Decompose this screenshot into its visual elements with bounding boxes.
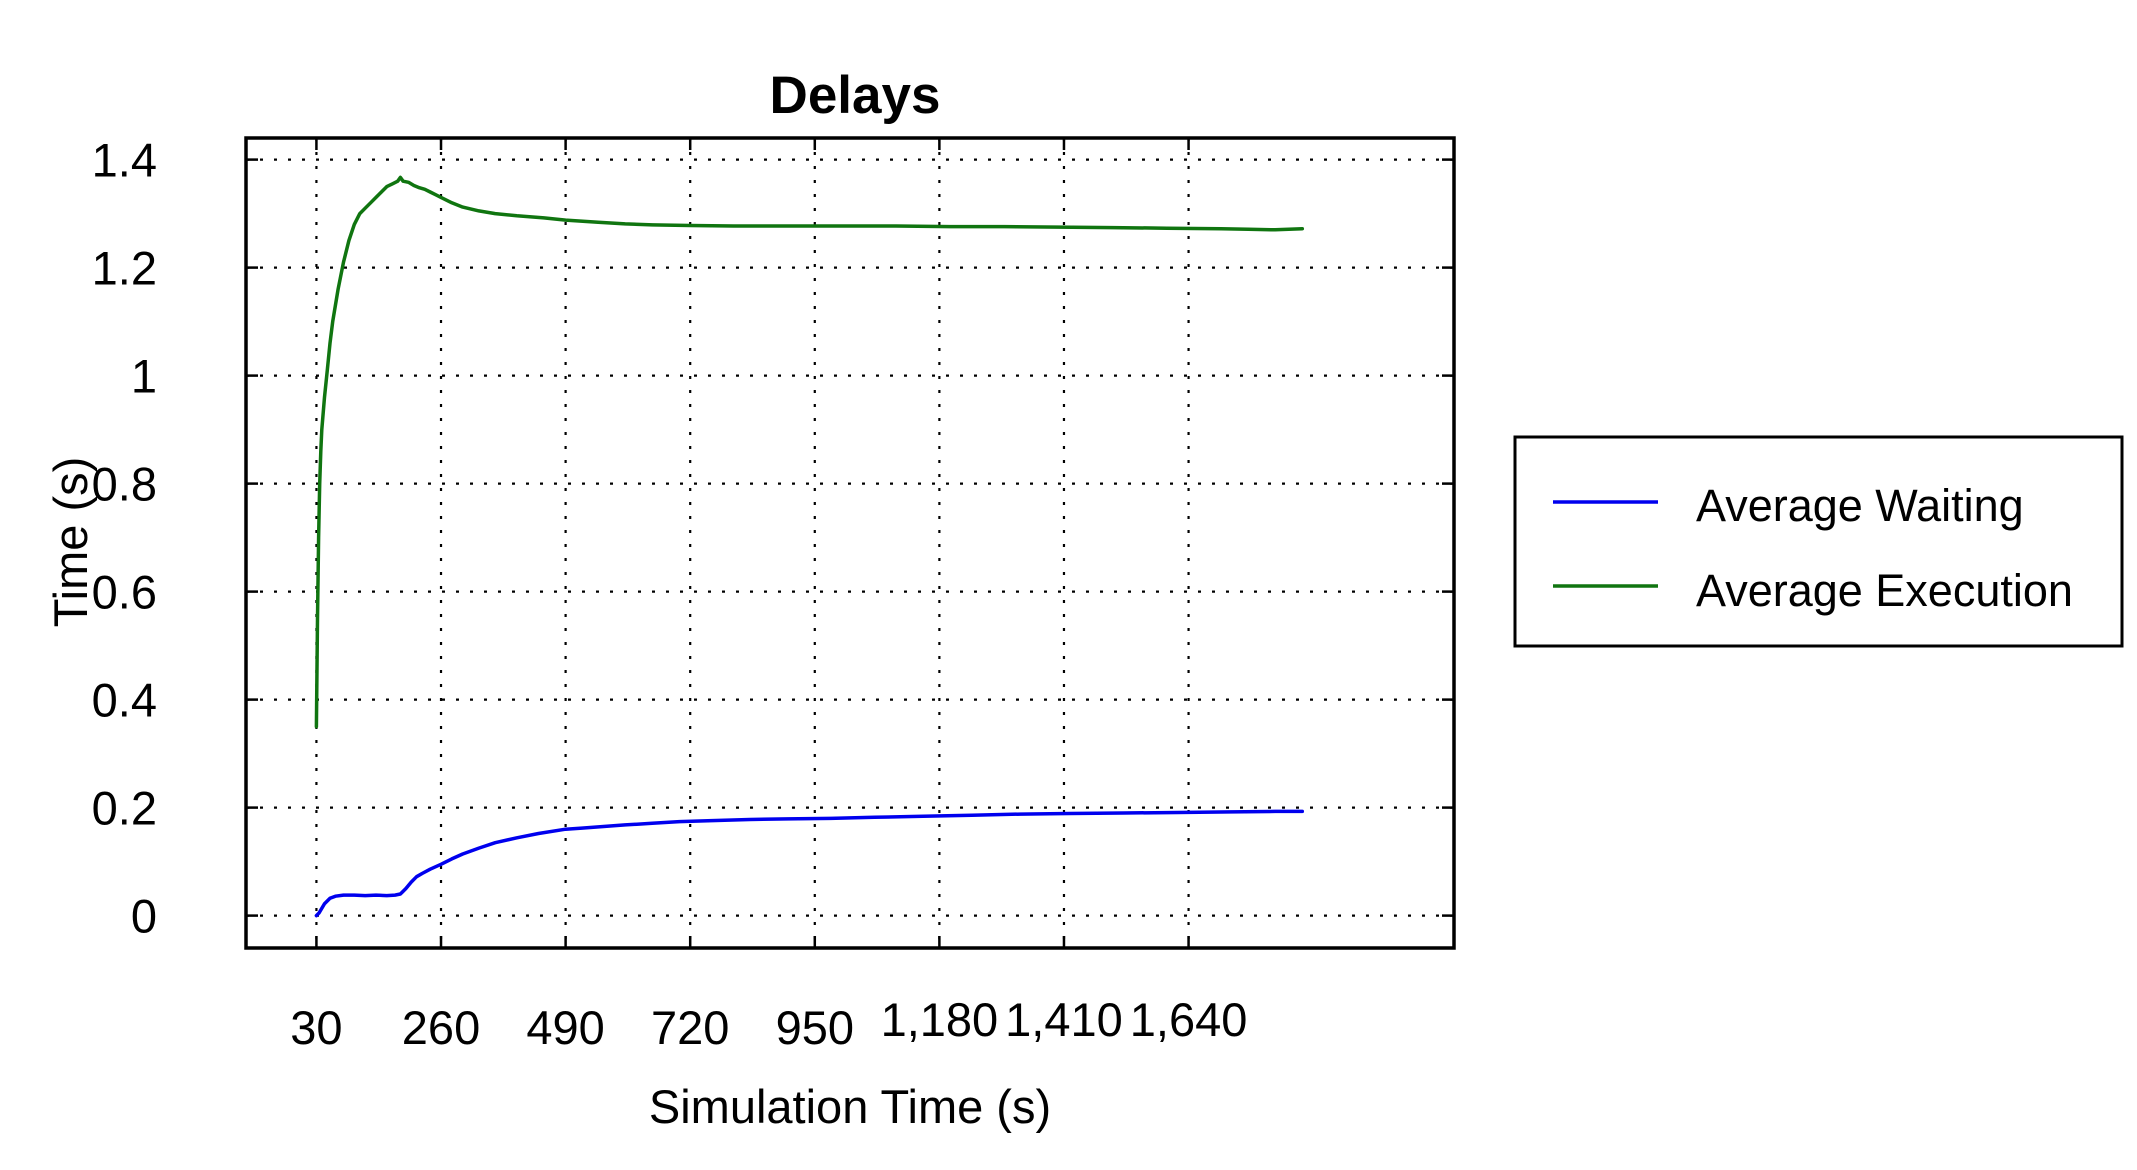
x-tick-label: 720 xyxy=(651,1001,729,1054)
axes: 30 260 490 720 950 1,180 1,410 1,640 0 0.2 0.4 0.6 0… xyxy=(92,134,1454,1054)
x-tick-label: 30 xyxy=(290,1001,342,1054)
x-tick-label: 260 xyxy=(402,1001,480,1054)
y-tick-label: 1.4 xyxy=(92,134,157,187)
series-layer xyxy=(314,175,1305,918)
series-line-average-execution xyxy=(314,175,1305,729)
series-line-average-waiting xyxy=(314,809,1305,918)
y-tick-label: 1.2 xyxy=(92,242,157,295)
y-tick-label: 0.6 xyxy=(92,566,157,619)
y-axis-label: Time (s) xyxy=(44,457,97,628)
x-axis-label: Simulation Time (s) xyxy=(649,1080,1051,1133)
y-tick-label: 1 xyxy=(131,350,157,403)
y-tick-label: 0.8 xyxy=(92,458,157,511)
x-tick-label: 950 xyxy=(776,1001,854,1054)
x-tick-label: 490 xyxy=(526,1001,604,1054)
y-tick-label: 0.2 xyxy=(92,782,157,835)
legend: Average Waiting Average Execution xyxy=(1513,435,2124,648)
x-tick-label: 1,180 xyxy=(881,993,999,1046)
legend-box xyxy=(1513,435,2124,648)
y-tick-label: 0.4 xyxy=(92,674,157,727)
plot-frame xyxy=(244,136,1456,950)
legend-label-average-waiting: Average Waiting xyxy=(1696,480,2024,531)
chart-title: Delays xyxy=(770,66,941,125)
x-tick-label: 1,410 xyxy=(1005,993,1123,1046)
y-tick-label: 0 xyxy=(131,890,157,943)
grid-lines xyxy=(246,138,1454,948)
legend-label-average-execution: Average Execution xyxy=(1696,565,2073,616)
x-tick-label: 1,640 xyxy=(1130,993,1248,1046)
